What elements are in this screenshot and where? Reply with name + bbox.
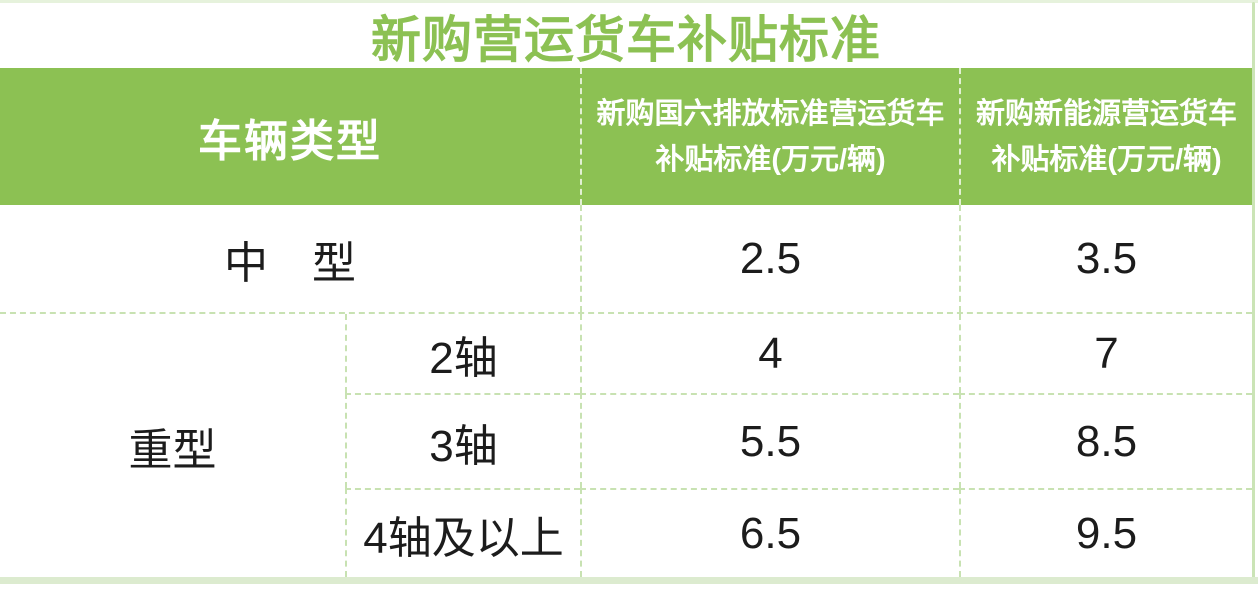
header-guoliu-line1: 新购国六排放标准营运货车 (596, 97, 945, 130)
medium-type-label: 中 型 (224, 238, 356, 288)
table-section-heavy: 重型 2轴 4 7 3轴 5.5 8.5 4轴及以上 6.5 9.5 (0, 314, 1252, 577)
medium-new-energy-value: 3.5 (959, 205, 1252, 312)
table-row-medium: 中 型 2.5 3.5 (0, 205, 1252, 314)
heavy-axle2-label: 2轴 (345, 314, 580, 393)
top-border-line (0, 0, 1258, 3)
heavy-axle2-new-energy-value: 7 (959, 314, 1252, 393)
heavy-axle3-new-energy-value: 8.5 (959, 393, 1252, 488)
header-guoliu-line2: 补贴标准(万元/辆) (655, 143, 886, 176)
header-cell-vehicle-type: 车辆类型 (0, 68, 580, 205)
bottom-border-bar (0, 577, 1258, 584)
heavy-axle4plus-guoliu-value: 6.5 (580, 488, 959, 577)
heavy-axle4plus-new-energy-value: 9.5 (959, 488, 1252, 577)
header-cell-guoliu-subsidy: 新购国六排放标准营运货车 补贴标准(万元/辆) (580, 68, 959, 205)
heavy-axle3-label: 3轴 (345, 393, 580, 488)
header-new-energy-line1: 新购新能源营运货车 (975, 97, 1237, 130)
header-cell-new-energy-subsidy: 新购新能源营运货车 补贴标准(万元/辆) (959, 68, 1252, 205)
medium-guoliu-value: 2.5 (580, 205, 959, 312)
heavy-axle4plus-label: 4轴及以上 (345, 488, 580, 577)
header-vehicle-type-label: 车辆类型 (198, 116, 382, 166)
right-border-line (1252, 2, 1255, 584)
table-header: 车辆类型 新购国六排放标准营运货车 补贴标准(万元/辆) 新购新能源营运货车 补… (0, 68, 1252, 205)
heavy-type-label: 重型 (128, 425, 217, 475)
table-title: 新购营运货车补贴标准 (371, 11, 881, 68)
header-new-energy-line2: 补贴标准(万元/辆) (991, 143, 1222, 176)
heavy-axle3-guoliu-value: 5.5 (580, 393, 959, 488)
heavy-axle2-guoliu-value: 4 (580, 314, 959, 393)
